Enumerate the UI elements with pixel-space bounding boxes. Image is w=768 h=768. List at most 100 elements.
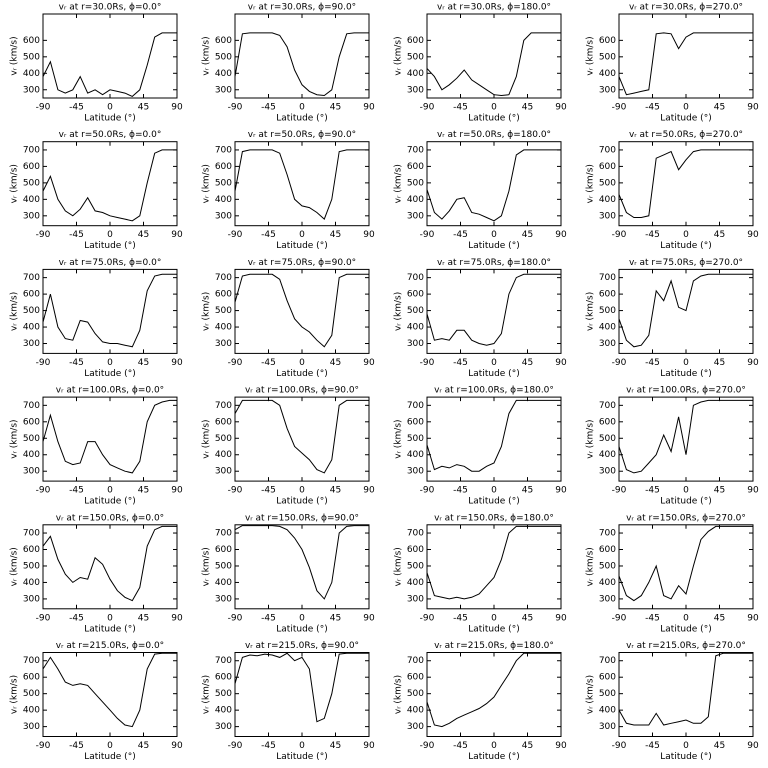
panel: vᵣ at r=215.0Rs, ϕ=90.0° -90 -45 0 45 90 300 40… — [202, 641, 375, 762]
y-tick-label: 500 — [23, 689, 40, 699]
panel: vᵣ at r=50.0Rs, ϕ=270.0° -90 -45 0 45 90 300 40… — [586, 130, 759, 251]
plot-frame — [426, 13, 562, 99]
x-tick-label: -45 — [69, 230, 84, 240]
x-tick-label: 45 — [714, 613, 725, 623]
x-axis-label: Latitude (°) — [276, 114, 327, 124]
y-tick-label: 300 — [23, 722, 40, 732]
x-tick-label: 0 — [107, 103, 113, 113]
y-tick-label: 400 — [23, 578, 40, 588]
y-tick-label: 700 — [215, 401, 232, 411]
x-axis-label: Latitude (°) — [660, 497, 711, 507]
plot-frame — [618, 141, 754, 227]
y-axis-label: vᵣ (km/s) — [10, 164, 20, 203]
y-tick-label: 700 — [599, 656, 616, 666]
data-line — [234, 32, 369, 97]
y-tick-label: 300 — [407, 467, 424, 477]
y-tick-label: 700 — [23, 656, 40, 666]
x-tick-label: -90 — [36, 230, 51, 240]
y-axis-label: vᵣ (km/s) — [394, 419, 404, 458]
x-tick-label: 90 — [171, 103, 183, 113]
x-axis-label: Latitude (°) — [84, 624, 135, 634]
x-axis-label: Latitude (°) — [660, 752, 711, 762]
x-tick-label: -45 — [453, 613, 468, 623]
x-tick-label: 0 — [107, 230, 113, 240]
x-tick-label: 0 — [299, 230, 305, 240]
x-tick-label: -45 — [261, 486, 276, 496]
y-tick-label: 400 — [215, 578, 232, 588]
x-tick-label: -45 — [453, 741, 468, 751]
y-tick-label: 300 — [407, 594, 424, 604]
y-tick-label: 700 — [215, 273, 232, 283]
panel-title: vᵣ at r=75.0Rs, ϕ=90.0° — [248, 258, 356, 268]
plot-frame — [618, 652, 754, 737]
y-axis-label: vᵣ (km/s) — [202, 547, 212, 586]
x-tick-label: 0 — [299, 358, 305, 368]
x-tick-label: -45 — [69, 613, 84, 623]
y-tick-label: 300 — [599, 85, 616, 95]
y-axis-label: vᵣ (km/s) — [10, 547, 20, 586]
x-tick-label: 0 — [107, 741, 113, 751]
x-tick-label: -45 — [261, 230, 276, 240]
x-tick-label: 45 — [330, 230, 341, 240]
x-tick-label: -90 — [612, 103, 627, 113]
x-tick-label: 90 — [363, 358, 375, 368]
x-tick-label: -45 — [69, 358, 84, 368]
x-axis-label: Latitude (°) — [660, 114, 711, 124]
panel: vᵣ at r=30.0Rs, ϕ=90.0° -90 -45 0 45 90 300 400… — [202, 3, 375, 124]
x-tick-label: -45 — [453, 358, 468, 368]
x-tick-label: 45 — [138, 103, 149, 113]
x-tick-label: 90 — [171, 486, 183, 496]
y-tick-label: 600 — [599, 673, 616, 683]
data-line — [618, 273, 753, 348]
x-tick-label: 0 — [683, 486, 689, 496]
x-axis-label: Latitude (°) — [84, 241, 135, 251]
x-tick-label: 0 — [299, 613, 305, 623]
y-tick-label: 500 — [215, 561, 232, 571]
y-tick-label: 300 — [215, 85, 232, 95]
y-tick-label: 600 — [599, 290, 616, 300]
y-tick-label: 700 — [23, 401, 40, 411]
plot-frame — [234, 652, 370, 737]
x-axis-label: Latitude (°) — [276, 497, 327, 507]
panel-title: vᵣ at r=215.0Rs, ϕ=90.0° — [245, 641, 359, 651]
x-axis-label: Latitude (°) — [660, 369, 711, 379]
panel: vᵣ at r=215.0Rs, ϕ=270.0° -90 -45 0 45 90 300 4… — [586, 641, 759, 762]
y-tick-label: 500 — [599, 434, 616, 444]
y-tick-label: 400 — [215, 450, 232, 460]
x-tick-label: -90 — [36, 358, 51, 368]
data-line — [426, 525, 561, 600]
y-axis-label: vᵣ (km/s) — [10, 675, 20, 714]
plot-frame — [42, 141, 178, 227]
x-tick-label: 90 — [171, 230, 183, 240]
y-tick-label: 400 — [23, 323, 40, 333]
y-axis-label: vᵣ (km/s) — [202, 292, 212, 331]
y-tick-label: 700 — [23, 529, 40, 539]
panel-title: vᵣ at r=215.0Rs, ϕ=0.0° — [56, 641, 164, 651]
x-tick-label: 0 — [683, 358, 689, 368]
panel-title: vᵣ at r=100.0Rs, ϕ=0.0° — [56, 386, 164, 396]
x-tick-label: 90 — [555, 358, 567, 368]
y-tick-label: 400 — [407, 578, 424, 588]
panel: vᵣ at r=150.0Rs, ϕ=180.0° -90 -45 0 45 90 300 4… — [394, 513, 567, 634]
y-tick-label: 400 — [599, 578, 616, 588]
y-tick-label: 600 — [23, 673, 40, 683]
panel-title: vᵣ at r=30.0Rs, ϕ=90.0° — [248, 3, 356, 13]
y-tick-label: 500 — [599, 178, 616, 188]
y-tick-label: 500 — [23, 561, 40, 571]
x-tick-label: 90 — [171, 613, 183, 623]
y-tick-label: 600 — [599, 162, 616, 172]
y-tick-label: 600 — [215, 36, 232, 46]
data-line — [42, 525, 177, 602]
x-tick-label: -90 — [420, 358, 435, 368]
y-tick-label: 500 — [215, 306, 232, 316]
y-tick-label: 500 — [407, 434, 424, 444]
x-tick-label: 0 — [491, 358, 497, 368]
x-axis-label: Latitude (°) — [276, 241, 327, 251]
x-axis-label: Latitude (°) — [468, 497, 519, 507]
y-tick-label: 600 — [407, 545, 424, 555]
data-line — [42, 399, 177, 474]
x-tick-label: 0 — [299, 741, 305, 751]
y-tick-label: 500 — [23, 178, 40, 188]
x-tick-label: 90 — [555, 741, 567, 751]
y-tick-label: 700 — [407, 529, 424, 539]
